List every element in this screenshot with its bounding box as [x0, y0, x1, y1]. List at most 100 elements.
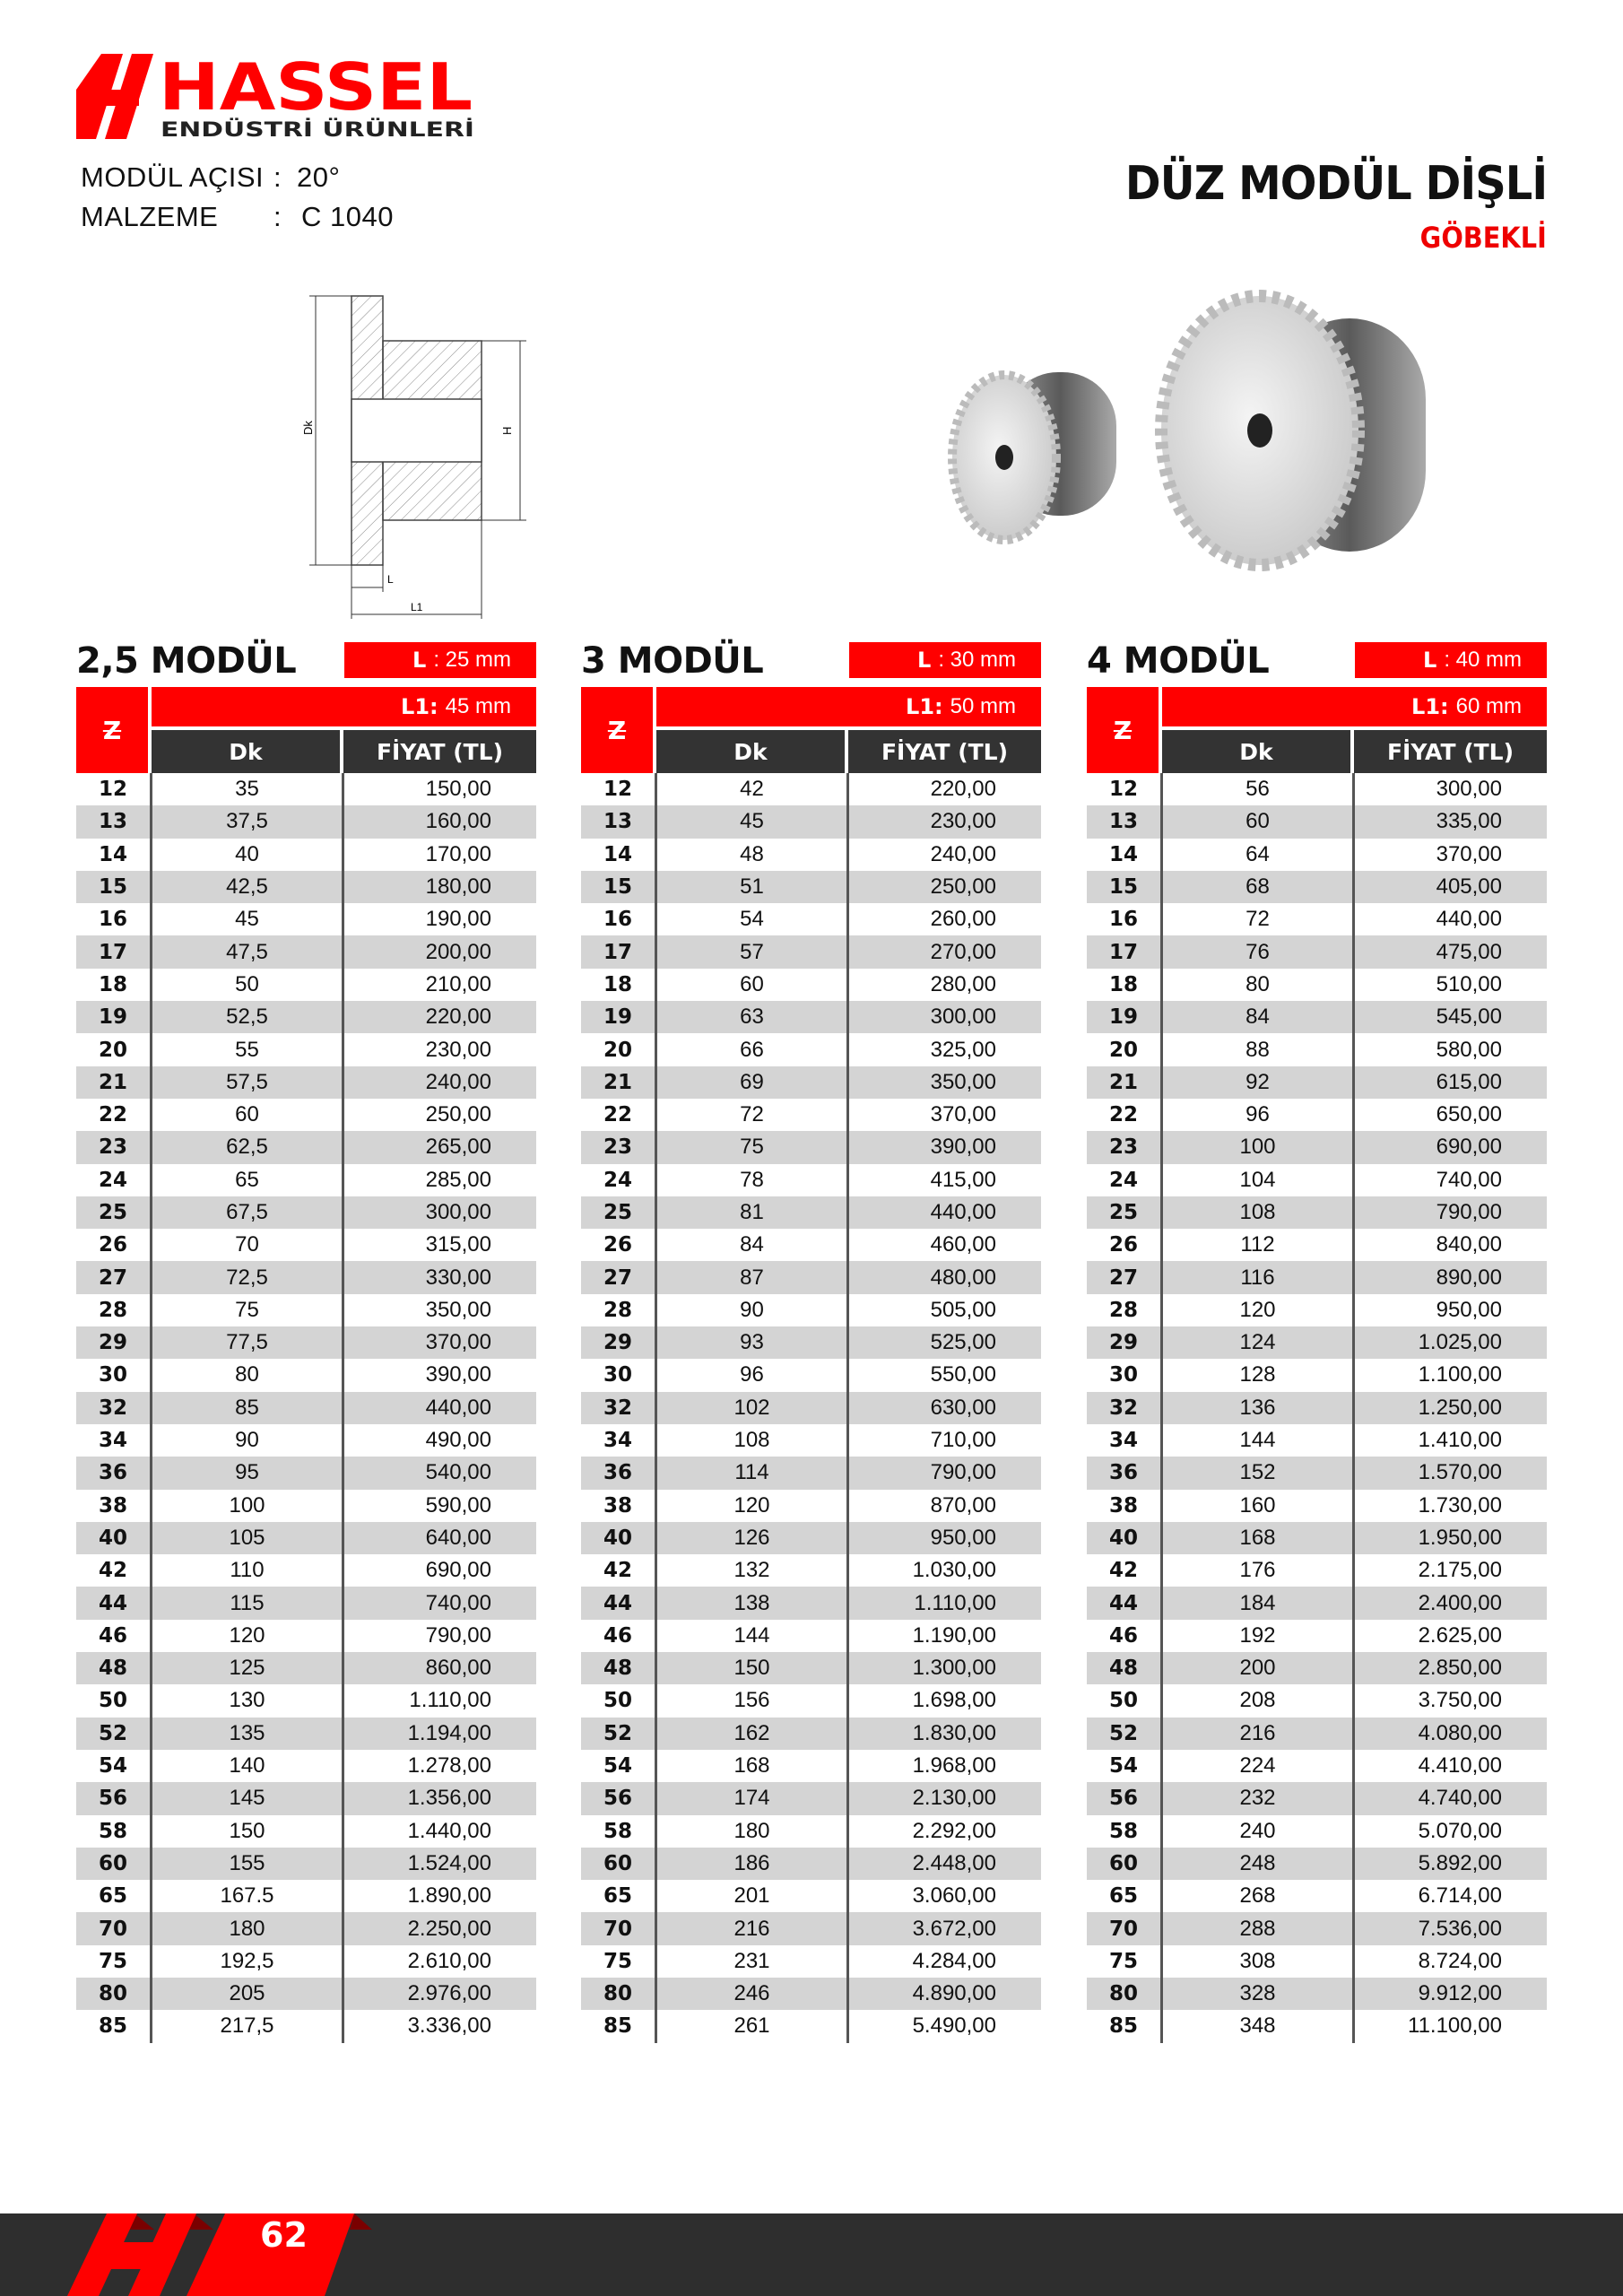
price-cell: 8.724,00 [1352, 1944, 1547, 1978]
price-cell: 7.536,00 [1352, 1912, 1547, 1945]
table-row: 80 246 4.890,00 [581, 1977, 1041, 2011]
dk-header: Dk [656, 730, 845, 773]
l1-label: L1: [906, 694, 943, 719]
teeth-count-cell: 27 [603, 1265, 632, 1290]
l1-label: L1: [401, 694, 438, 719]
teeth-count-cell: 50 [98, 1689, 127, 1713]
table-row: 26 84 460,00 [581, 1229, 1041, 1262]
dk-cell: 136 [1160, 1391, 1352, 1424]
z-header: Z [581, 687, 653, 773]
dk-cell: 308 [1160, 1944, 1352, 1978]
teeth-count-cell: 24 [98, 1168, 127, 1192]
dk-cell: 69 [655, 1065, 846, 1099]
teeth-count-cell: 85 [98, 2014, 127, 2039]
price-cell: 510,00 [1352, 968, 1547, 1002]
dk-cell: 35 [150, 773, 342, 806]
l1-value: 50 mm [950, 694, 1016, 718]
table-row: 19 52,5 220,00 [76, 1001, 536, 1034]
dk-cell: 95 [150, 1457, 342, 1490]
price-cell: 170,00 [342, 838, 536, 871]
dk-cell: 144 [655, 1619, 846, 1653]
dk-cell: 72,5 [150, 1261, 342, 1294]
dk-cell: 88 [1160, 1033, 1352, 1066]
teeth-count-cell: 54 [98, 1754, 127, 1779]
table-row: 60 155 1.524,00 [76, 1847, 536, 1881]
teeth-count-cell: 21 [1108, 1070, 1138, 1094]
table-row: 44 138 1.110,00 [581, 1587, 1041, 1620]
teeth-count-cell: 40 [98, 1526, 127, 1550]
table-row: 15 68 405,00 [1087, 870, 1547, 904]
table-row: 22 96 650,00 [1087, 1098, 1547, 1132]
teeth-count-cell: 18 [1108, 972, 1138, 996]
teeth-count-cell: 46 [1108, 1623, 1138, 1648]
teeth-count-cell: 15 [1108, 875, 1138, 900]
price-cell: 150,00 [342, 773, 536, 806]
price-cell: 1.300,00 [846, 1652, 1041, 1685]
price-cell: 210,00 [342, 968, 536, 1002]
price-cell: 1.110,00 [342, 1684, 536, 1718]
price-cell: 285,00 [342, 1163, 536, 1196]
l-dimension: L: 25 mm [344, 642, 536, 678]
dk-cell: 144 [1160, 1423, 1352, 1457]
table-row: 18 50 210,00 [76, 968, 536, 1002]
table-row: 46 144 1.190,00 [581, 1619, 1041, 1653]
table-row: 44 115 740,00 [76, 1587, 536, 1620]
dk-header: Dk [152, 730, 340, 773]
teeth-count-cell: 38 [1108, 1493, 1138, 1518]
teeth-count-cell: 85 [603, 2014, 632, 2039]
teeth-count-cell: 16 [98, 908, 127, 932]
teeth-count-cell: 38 [603, 1493, 632, 1518]
price-cell: 2.625,00 [1352, 1619, 1547, 1653]
table-row: 42 132 1.030,00 [581, 1554, 1041, 1587]
table-row: 56 174 2.130,00 [581, 1782, 1041, 1815]
teeth-count-cell: 26 [98, 1233, 127, 1257]
price-cell: 2.292,00 [846, 1814, 1041, 1848]
table-row: 24 65 285,00 [76, 1163, 536, 1196]
price-header: FİYAT (TL) [1354, 730, 1547, 773]
table-body: 12 56 300,00 13 60 335,00 14 64 370,00 15 68 405,00… [1087, 773, 1547, 2043]
table-row: 54 224 4.410,00 [1087, 1749, 1547, 1783]
dk-cell: 200 [1160, 1652, 1352, 1685]
price-cell: 260,00 [846, 903, 1041, 936]
price-cell: 2.448,00 [846, 1847, 1041, 1881]
l1-label: L1 [411, 601, 423, 613]
table-row: 29 124 1.025,00 [1087, 1326, 1547, 1360]
table-row: 25 67,5 300,00 [76, 1196, 536, 1230]
table-row: 60 248 5.892,00 [1087, 1847, 1547, 1881]
price-cell: 490,00 [342, 1423, 536, 1457]
dk-cell: 77,5 [150, 1326, 342, 1360]
table-row: 24 78 415,00 [581, 1163, 1041, 1196]
teeth-count-cell: 26 [603, 1233, 632, 1257]
table-row: 25 81 440,00 [581, 1196, 1041, 1230]
price-cell: 220,00 [342, 1001, 536, 1034]
table-row: 58 240 5.070,00 [1087, 1814, 1547, 1848]
dk-cell: 60 [150, 1098, 342, 1132]
price-cell: 1.250,00 [1352, 1391, 1547, 1424]
table-row: 52 135 1.194,00 [76, 1717, 536, 1750]
table-row: 29 77,5 370,00 [76, 1326, 536, 1360]
table-row: 50 208 3.750,00 [1087, 1684, 1547, 1718]
price-cell: 240,00 [846, 838, 1041, 871]
dk-cell: 112 [1160, 1229, 1352, 1262]
table-row: 24 104 740,00 [1087, 1163, 1547, 1196]
teeth-count-cell: 28 [98, 1298, 127, 1322]
teeth-count-cell: 12 [1108, 778, 1138, 802]
teeth-count-cell: 60 [1108, 1851, 1138, 1875]
dk-cell: 64 [1160, 838, 1352, 871]
z-header: Z [76, 687, 148, 773]
l-dimension: L: 40 mm [1355, 642, 1547, 678]
price-cell: 480,00 [846, 1261, 1041, 1294]
table-row: 14 64 370,00 [1087, 838, 1547, 871]
l-value: : 40 mm [1444, 648, 1522, 672]
table-row: 20 66 325,00 [581, 1033, 1041, 1066]
teeth-count-cell: 19 [1108, 1005, 1138, 1030]
price-cell: 740,00 [342, 1587, 536, 1620]
dk-cell: 60 [1160, 805, 1352, 839]
price-cell: 160,00 [342, 805, 536, 839]
teeth-count-cell: 85 [1108, 2014, 1138, 2039]
dk-cell: 120 [1160, 1293, 1352, 1327]
dk-cell: 180 [655, 1814, 846, 1848]
dk-cell: 208 [1160, 1684, 1352, 1718]
teeth-count-cell: 65 [98, 1884, 127, 1909]
table-row: 15 51 250,00 [581, 870, 1041, 904]
